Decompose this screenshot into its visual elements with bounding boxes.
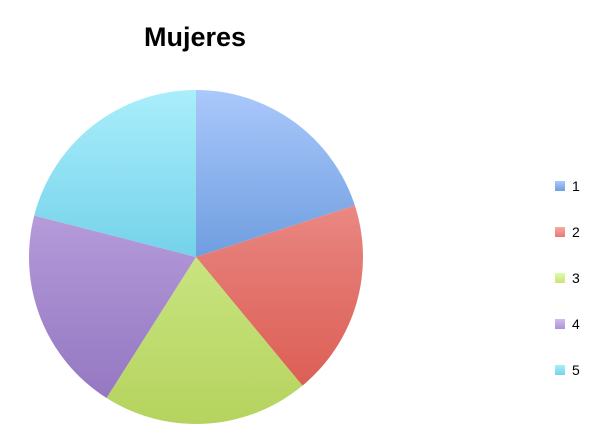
legend-item-3: 3	[555, 255, 580, 301]
legend-item-4: 4	[555, 301, 580, 347]
pie-slice-2	[196, 205, 364, 386]
legend-swatch	[555, 181, 565, 191]
legend-swatch	[555, 227, 565, 237]
legend-swatch	[555, 319, 565, 329]
legend-label: 2	[572, 224, 580, 240]
legend-swatch	[555, 273, 565, 283]
legend-label: 1	[572, 178, 580, 194]
pie-slice-1	[196, 90, 355, 257]
pie-slice-4	[28, 215, 196, 399]
pie-slice-3	[106, 257, 303, 425]
legend-item-5: 5	[555, 347, 580, 393]
legend-swatch	[555, 365, 565, 375]
pie-slice-5	[34, 90, 196, 257]
legend-label: 3	[572, 270, 580, 286]
legend-item-2: 2	[555, 209, 580, 255]
legend-label: 5	[572, 362, 580, 378]
legend-label: 4	[572, 316, 580, 332]
legend: 1 2 3 4 5	[555, 163, 580, 393]
chart-title: Mujeres	[143, 22, 247, 52]
legend-item-1: 1	[555, 163, 580, 209]
